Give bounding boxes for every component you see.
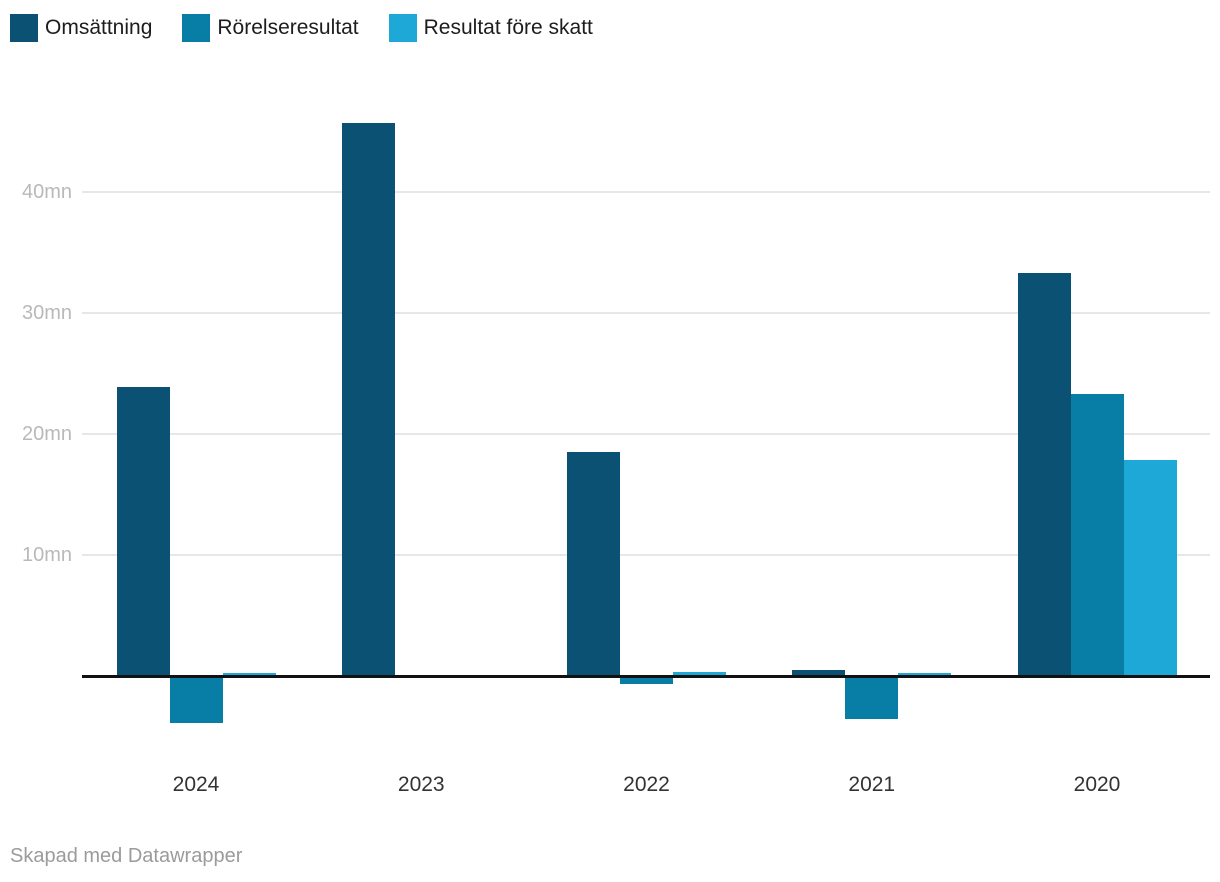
y-axis-label-40mn: 40mn xyxy=(21,180,72,203)
bar-resultat-f-re-skatt-2022[interactable] xyxy=(673,671,726,677)
gridline-10mn xyxy=(82,554,1210,557)
bar-resultat-f-re-skatt-2020[interactable] xyxy=(1123,459,1177,677)
bar-r-relseresultat-2020[interactable] xyxy=(1070,394,1124,677)
bar-r-relseresultat-2022[interactable] xyxy=(620,676,673,684)
x-axis-label-2020: 2020 xyxy=(1073,773,1121,796)
legend-item-rorelseresultat: Rörelseresultat xyxy=(182,14,359,42)
legend-swatch-omsattning xyxy=(10,14,38,42)
gridline-40mn xyxy=(82,190,1210,193)
legend-label-rorelseresultat: Rörelseresultat xyxy=(217,16,359,39)
x-axis-label-2022: 2022 xyxy=(623,773,670,796)
legend-label-resultat-fore-skatt: Resultat före skatt xyxy=(423,16,593,39)
legend-swatch-rorelseresultat xyxy=(182,14,211,42)
bar-resultat-f-re-skatt-2021[interactable] xyxy=(898,672,952,677)
bar-oms-ttning-2023[interactable] xyxy=(341,122,395,677)
x-axis-baseline xyxy=(82,675,1210,678)
y-axis-label-20mn: 20mn xyxy=(21,423,72,446)
legend-swatch-resultat-fore-skatt xyxy=(388,14,417,42)
legend-label-omsattning: Omsättning xyxy=(45,16,153,39)
bar-oms-ttning-2021[interactable] xyxy=(792,670,846,677)
bar-oms-ttning-2022[interactable] xyxy=(567,452,620,677)
bar-r-relseresultat-2021[interactable] xyxy=(845,676,899,719)
bar-oms-ttning-2020[interactable] xyxy=(1017,273,1071,677)
y-axis-label-30mn: 30mn xyxy=(21,301,72,324)
x-axis-label-2024: 2024 xyxy=(172,773,220,796)
x-axis-label-2021: 2021 xyxy=(848,773,896,796)
bar-oms-ttning-2024[interactable] xyxy=(116,386,170,677)
legend: Omsättning Rörelseresultat Resultat före… xyxy=(10,14,623,42)
bar-r-relseresultat-2024[interactable] xyxy=(169,676,223,723)
y-axis-label-10mn: 10mn xyxy=(21,544,72,567)
legend-item-omsattning: Omsättning xyxy=(10,14,152,42)
bar-resultat-f-re-skatt-2024[interactable] xyxy=(222,672,276,677)
gridline-30mn xyxy=(82,311,1210,314)
legend-item-resultat-fore-skatt: Resultat före skatt xyxy=(388,14,593,42)
gridline-20mn xyxy=(82,433,1210,436)
x-axis-label-2023: 2023 xyxy=(397,773,445,796)
datawrapper-credit-link[interactable]: Skapad med Datawrapper xyxy=(10,845,243,867)
